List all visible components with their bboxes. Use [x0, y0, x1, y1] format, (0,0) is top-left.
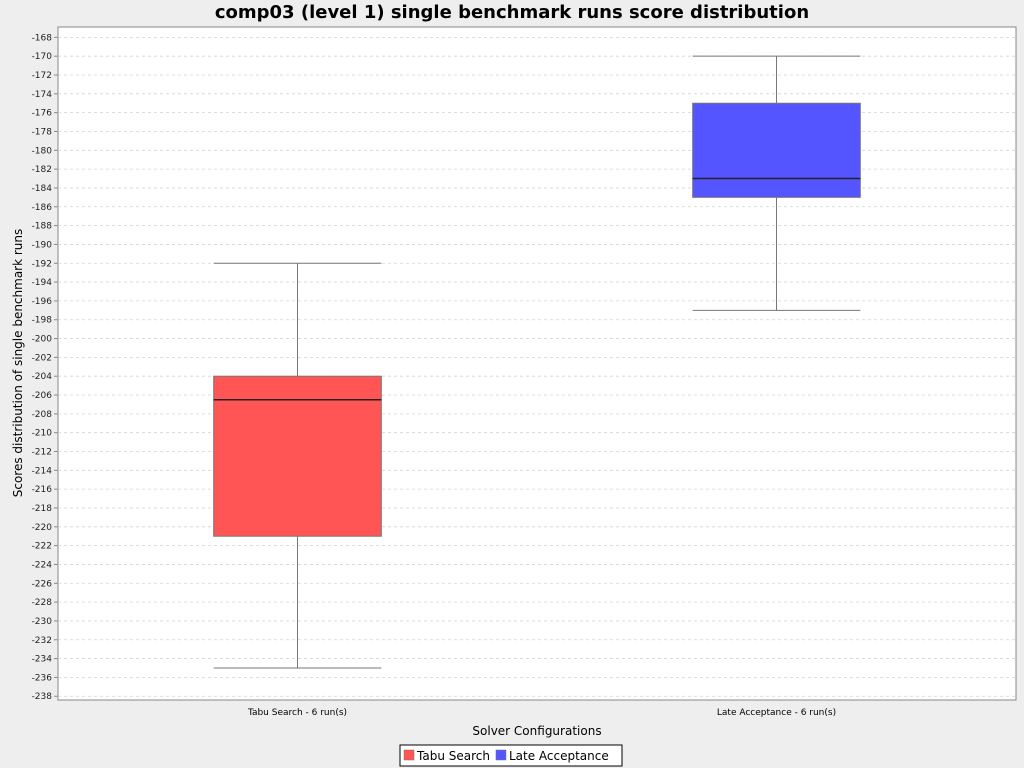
legend-swatch: [403, 749, 415, 761]
y-tick-label: -236: [32, 673, 53, 683]
plot-area: [57, 26, 1017, 701]
x-category-label: Tabu Search - 6 run(s): [247, 708, 347, 718]
y-tick-label: -210: [32, 429, 53, 439]
y-tick-label: -176: [32, 109, 53, 119]
y-tick-label: -182: [32, 165, 52, 175]
y-tick-label: -228: [32, 598, 53, 608]
y-tick-label: -222: [32, 542, 52, 552]
y-tick-label: -194: [32, 278, 53, 288]
box-plot-0: [213, 262, 382, 669]
y-tick-label: -224: [32, 560, 53, 570]
x-axis: Tabu Search - 6 run(s) Late Acceptance - …: [247, 708, 836, 718]
y-tick-label: -226: [32, 579, 53, 589]
legend-box: [399, 744, 623, 767]
y-tick-label: -234: [32, 655, 53, 665]
y-tick-label: -238: [32, 692, 53, 702]
y-tick-label: -214: [32, 466, 53, 476]
y-tick-label: -180: [32, 146, 53, 156]
box-plot-1: [692, 55, 861, 311]
y-tick-label: -188: [32, 222, 53, 232]
legend-label: Late Acceptance: [509, 749, 609, 763]
y-tick-label: -200: [32, 335, 53, 345]
y-tick-label: -190: [32, 240, 53, 250]
y-tick-label: -216: [32, 485, 53, 495]
y-tick-label: -168: [32, 33, 53, 43]
chart-title: comp03 (level 1) single benchmark runs s…: [215, 2, 809, 23]
box: [213, 375, 382, 537]
y-tick-label: -208: [32, 410, 53, 420]
legend-label: Tabu Search: [416, 749, 490, 763]
x-category-label: Late Acceptance - 6 run(s): [717, 708, 836, 718]
box: [692, 102, 861, 198]
box-plots: [213, 55, 861, 669]
y-tick-label: -174: [32, 90, 53, 100]
y-tick-label: -178: [32, 127, 53, 137]
legend: Tabu Search Late Acceptance: [399, 744, 623, 767]
y-tick-label: -202: [32, 353, 52, 363]
y-tick-label: -192: [32, 259, 52, 269]
y-tick-label: -198: [32, 316, 53, 326]
y-tick-label: -220: [32, 523, 53, 533]
y-axis-label: Scores distribution of single benchmark …: [11, 229, 25, 498]
y-tick-label: -230: [32, 617, 53, 627]
y-tick-label: -186: [32, 203, 53, 213]
y-tick-label: -206: [32, 391, 53, 401]
y-tick-label: -218: [32, 504, 53, 514]
y-tick-label: -184: [32, 184, 53, 194]
y-tick-label: -170: [32, 52, 53, 62]
y-tick-label: -212: [32, 448, 52, 458]
y-tick-label: -196: [32, 297, 53, 307]
y-tick-label: -232: [32, 636, 52, 646]
legend-swatch: [495, 749, 507, 761]
y-tick-label: -172: [32, 71, 52, 81]
y-tick-label: -204: [32, 372, 53, 382]
x-axis-label: Solver Configurations: [472, 724, 601, 738]
y-axis: -168 -170 -172 -174 -176 -178 -180 -182 -184 -186…: [32, 33, 58, 702]
